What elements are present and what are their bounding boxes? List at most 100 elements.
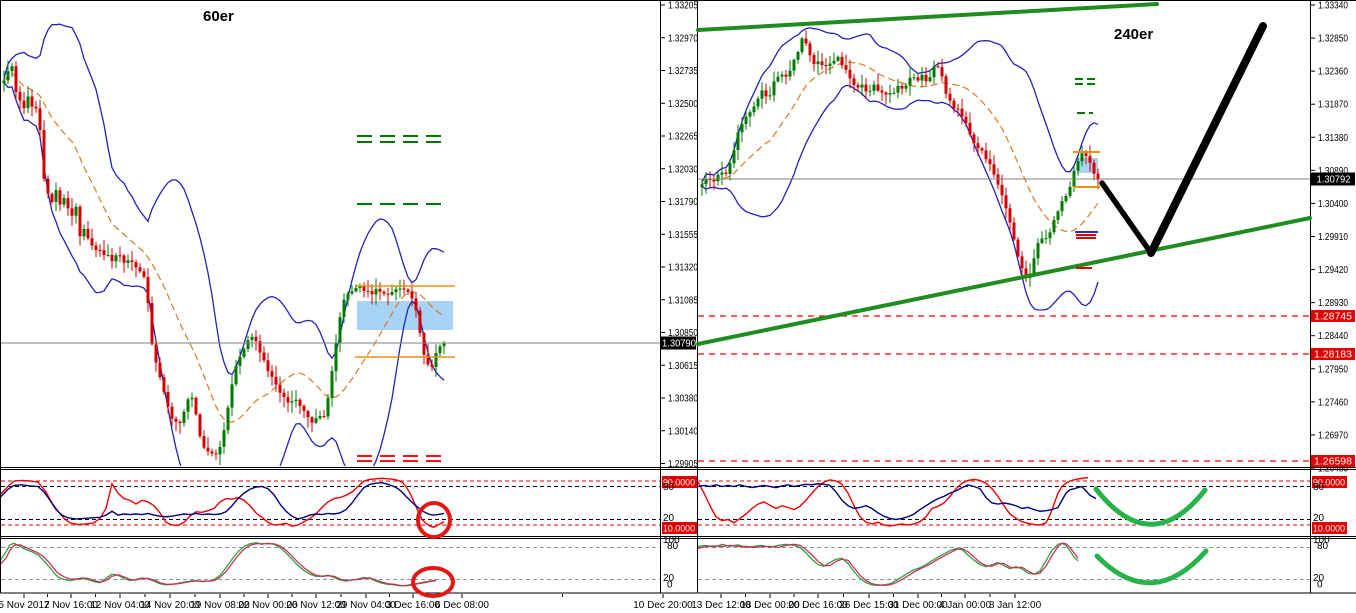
candle-body	[1080, 153, 1084, 162]
candle-body	[860, 84, 864, 88]
highlight-circle	[416, 501, 452, 539]
osc2-tick-0: 0	[1317, 580, 1323, 591]
level-price-badge	[1311, 310, 1355, 322]
candle-body	[824, 65, 828, 67]
time-label: 18 Dec 00:00	[740, 600, 800, 611]
candle-body	[2, 80, 6, 84]
candle-body	[50, 193, 54, 202]
time-label: 5 Nov 2012	[0, 600, 50, 611]
time-label: 19 Nov 08:00	[190, 600, 250, 611]
candle-body	[310, 417, 314, 423]
candle-body	[984, 150, 988, 160]
candle-body	[1068, 187, 1072, 196]
candle-body	[948, 93, 952, 101]
candle-body	[398, 288, 402, 290]
candle-body	[394, 289, 398, 292]
candle-body	[1092, 162, 1096, 174]
osc1-red-line	[1, 477, 445, 528]
candles	[2, 60, 446, 466]
chart-title-60min: 60er	[203, 8, 234, 25]
candle-body	[772, 81, 776, 96]
price-tick-label: 1.26480	[1318, 463, 1348, 474]
candle-body	[314, 418, 318, 423]
price-tick-label: 1.31870	[1318, 100, 1348, 111]
candle-body	[54, 190, 58, 202]
candle-body	[174, 418, 178, 422]
candle-body	[864, 84, 868, 92]
candle-body	[800, 38, 804, 52]
candle-body	[944, 76, 948, 94]
candle-body	[980, 148, 984, 151]
candle-body	[426, 354, 430, 365]
price-tick-label: 1.30615	[668, 361, 698, 372]
candle-body	[712, 179, 716, 181]
highlight-circle	[411, 566, 455, 598]
level-price-badge-text: 1.26598	[1314, 457, 1352, 468]
candle-body	[1048, 232, 1052, 239]
candle-body	[744, 116, 748, 124]
candle-body	[756, 98, 760, 107]
candle-body	[274, 376, 278, 385]
level-price-badge-text: 1.28745	[1314, 312, 1352, 323]
candle-body	[768, 95, 772, 97]
price-tick-label: 1.33205	[668, 1, 698, 12]
candle-body	[720, 172, 724, 175]
osc1-navy-line	[698, 483, 1097, 521]
osc-level-badge-top	[1312, 476, 1347, 488]
candle-body	[278, 384, 282, 393]
time-label: 7 Nov 16:00	[44, 600, 98, 611]
candle-body	[832, 60, 836, 64]
main-plot[interactable]	[2, 23, 454, 500]
price-tick-label: 1.29905	[668, 459, 698, 470]
candle-body	[964, 116, 968, 123]
osc-level-badge-top	[662, 476, 697, 488]
chart-window-60[interactable]: 1.33205 1.32970 1.32735 1.32500 1.32265 1.320…	[0, 0, 698, 611]
candle-body	[880, 90, 884, 93]
bollinger-lower-band	[3, 81, 445, 466]
bollinger-lower-band	[701, 84, 1099, 311]
candle-body	[1064, 196, 1068, 202]
candle-body	[430, 364, 434, 367]
osc-level-badge-top-text: 90.0000	[1313, 478, 1345, 489]
candle-body	[1056, 211, 1060, 220]
price-tick-label: 1.27460	[1318, 397, 1348, 408]
candle-body	[418, 310, 422, 333]
candle-body	[142, 271, 146, 277]
candle-body	[130, 260, 134, 263]
candle-body	[900, 86, 904, 89]
oscillator-panels[interactable]	[698, 477, 1310, 587]
oscillator-panels[interactable]	[0, 477, 660, 587]
time-label: 26 Nov 12:00	[286, 600, 346, 611]
candle-body	[844, 65, 848, 70]
candle-body	[22, 100, 26, 109]
osc2-green-line	[1, 542, 437, 587]
bollinger-upper-band	[701, 27, 1099, 183]
candle-body	[724, 172, 728, 174]
candle-body	[202, 436, 206, 448]
current-price-badge-text: 1.30792	[1317, 175, 1351, 186]
candle-body	[804, 38, 808, 44]
candle-body	[386, 293, 390, 295]
candle-body	[330, 371, 334, 398]
osc1-tick-80: 80	[663, 482, 675, 493]
candle-body	[326, 398, 330, 417]
candle-body	[1016, 239, 1020, 257]
osc2-signal-line	[1, 543, 437, 587]
candle-body	[134, 262, 138, 268]
price-tick-label: 1.32030	[668, 164, 698, 175]
candle-body	[66, 198, 70, 209]
candle-body	[438, 346, 442, 354]
osc2-tick-20: 20	[663, 573, 675, 584]
price-tick-label: 1.32265	[668, 132, 698, 143]
time-label: 13 Dec 12:00	[691, 600, 751, 611]
price-tick-label: 1.30890	[1318, 166, 1348, 177]
osc2-signal-line	[698, 542, 1079, 587]
candle-body	[996, 174, 1000, 185]
time-label: 31 Dec 00:00	[888, 600, 948, 611]
